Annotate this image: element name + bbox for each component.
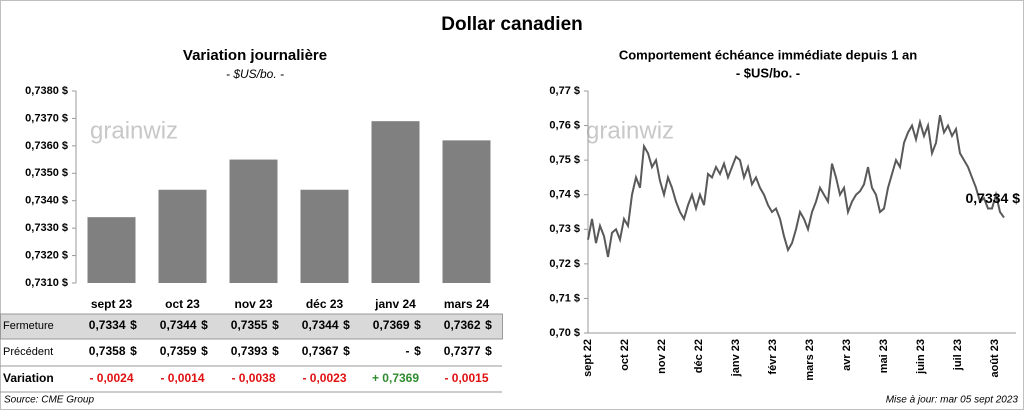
x-tick-label: avr 23 bbox=[841, 339, 853, 371]
table-unit: $ bbox=[272, 344, 279, 358]
table-cell: 0,7358 bbox=[89, 344, 126, 358]
y-tick-label: 0,76 $ bbox=[549, 119, 580, 131]
source: Source: CME Group bbox=[4, 395, 94, 406]
row-label: Fermeture bbox=[3, 320, 54, 332]
x-tick-label: juil 23 bbox=[952, 339, 964, 371]
table-unit: $ bbox=[201, 318, 208, 332]
x-tick-label: janv 23 bbox=[730, 339, 742, 377]
row-label: Précédent bbox=[3, 346, 53, 358]
x-tick-label: nov 23 bbox=[234, 297, 272, 311]
table-cell: - 0,0014 bbox=[160, 371, 204, 385]
x-tick-label: févr 23 bbox=[767, 339, 779, 374]
bar bbox=[300, 189, 349, 283]
table-cell: - bbox=[406, 344, 410, 358]
x-tick-label: mars 24 bbox=[444, 297, 490, 311]
y-tick-label: 0,72 $ bbox=[549, 258, 580, 270]
y-tick-label: 0,7310 $ bbox=[25, 277, 68, 289]
bar bbox=[229, 159, 278, 283]
line-subtitle: - $US/bo. - bbox=[736, 65, 800, 80]
y-tick-label: 0,73 $ bbox=[549, 223, 580, 235]
table-unit: $ bbox=[201, 344, 208, 358]
x-tick-label: mars 23 bbox=[804, 339, 816, 381]
price-line bbox=[587, 114, 1005, 258]
x-tick-label: déc 23 bbox=[306, 297, 344, 311]
y-tick-label: 0,7360 $ bbox=[25, 140, 68, 152]
table-unit: $ bbox=[485, 318, 492, 332]
y-tick-label: 0,7380 $ bbox=[25, 85, 68, 97]
x-tick-label: sept 23 bbox=[91, 297, 133, 311]
table-cell: 0,7334 bbox=[89, 318, 126, 332]
table-unit: $ bbox=[414, 318, 421, 332]
table-cell: 0,7393 bbox=[231, 344, 268, 358]
y-tick-label: 0,7340 $ bbox=[25, 195, 68, 207]
x-tick-label: juin 23 bbox=[915, 339, 927, 375]
table-unit: $ bbox=[343, 344, 350, 358]
updated: Mise à jour: mar 05 sept 2023 bbox=[886, 395, 1019, 406]
table-cell: - 0,0023 bbox=[302, 371, 346, 385]
table-cell: 0,7377 bbox=[444, 344, 481, 358]
bar bbox=[158, 189, 207, 283]
x-tick-label: août 23 bbox=[989, 339, 1001, 378]
y-tick-label: 0,7330 $ bbox=[25, 222, 68, 234]
table-unit: $ bbox=[130, 318, 137, 332]
table-cell: - 0,0038 bbox=[231, 371, 275, 385]
table-cell: 0,7362 bbox=[444, 318, 481, 332]
bar bbox=[442, 140, 491, 283]
x-tick-label: janv 24 bbox=[374, 297, 416, 311]
table-cell: 0,7355 bbox=[231, 318, 268, 332]
y-tick-label: 0,74 $ bbox=[549, 189, 580, 201]
table-cell: 0,7359 bbox=[160, 344, 197, 358]
table-cell: - 0,0024 bbox=[89, 371, 133, 385]
x-tick-label: nov 22 bbox=[656, 339, 668, 374]
bar-subtitle: - $US/bo. - bbox=[226, 67, 284, 81]
x-tick-label: oct 23 bbox=[165, 297, 200, 311]
table-cell: + 0,7369 bbox=[372, 371, 419, 385]
table-cell: 0,7367 bbox=[302, 344, 339, 358]
y-tick-label: 0,7350 $ bbox=[25, 167, 68, 179]
y-tick-label: 0,70 $ bbox=[549, 327, 580, 339]
watermark: grainwiz bbox=[90, 117, 178, 144]
x-tick-label: déc 22 bbox=[693, 339, 705, 373]
table-unit: $ bbox=[272, 318, 279, 332]
x-tick-label: sept 22 bbox=[582, 339, 594, 377]
y-tick-label: 0,7370 $ bbox=[25, 112, 68, 124]
bar-title: Variation journalière bbox=[183, 47, 327, 64]
y-tick-label: 0,71 $ bbox=[549, 292, 580, 304]
y-tick-label: 0,75 $ bbox=[549, 154, 580, 166]
row-bg bbox=[0, 313, 503, 340]
table-cell: 0,7344 bbox=[160, 318, 197, 332]
y-tick-label: 0,77 $ bbox=[549, 85, 580, 97]
bar bbox=[371, 121, 420, 284]
line-title: Comportement échéance immédiate depuis 1… bbox=[619, 47, 917, 62]
page-title: Dollar canadien bbox=[441, 14, 583, 35]
table-unit: $ bbox=[343, 318, 350, 332]
bar bbox=[87, 217, 136, 283]
annotation: 0,7334 $ bbox=[966, 190, 1021, 206]
row-label: Variation bbox=[3, 371, 54, 385]
watermark: grainwiz bbox=[586, 117, 674, 144]
table-unit: $ bbox=[130, 344, 137, 358]
table-cell: - 0,0015 bbox=[444, 371, 488, 385]
table-unit: $ bbox=[485, 344, 492, 358]
table-cell: 0,7344 bbox=[302, 318, 339, 332]
table-cell: 0,7369 bbox=[373, 318, 410, 332]
x-tick-label: oct 22 bbox=[619, 339, 631, 371]
x-tick-label: mai 23 bbox=[878, 339, 890, 373]
table-unit: $ bbox=[414, 344, 421, 358]
y-tick-label: 0,7320 $ bbox=[25, 249, 68, 261]
